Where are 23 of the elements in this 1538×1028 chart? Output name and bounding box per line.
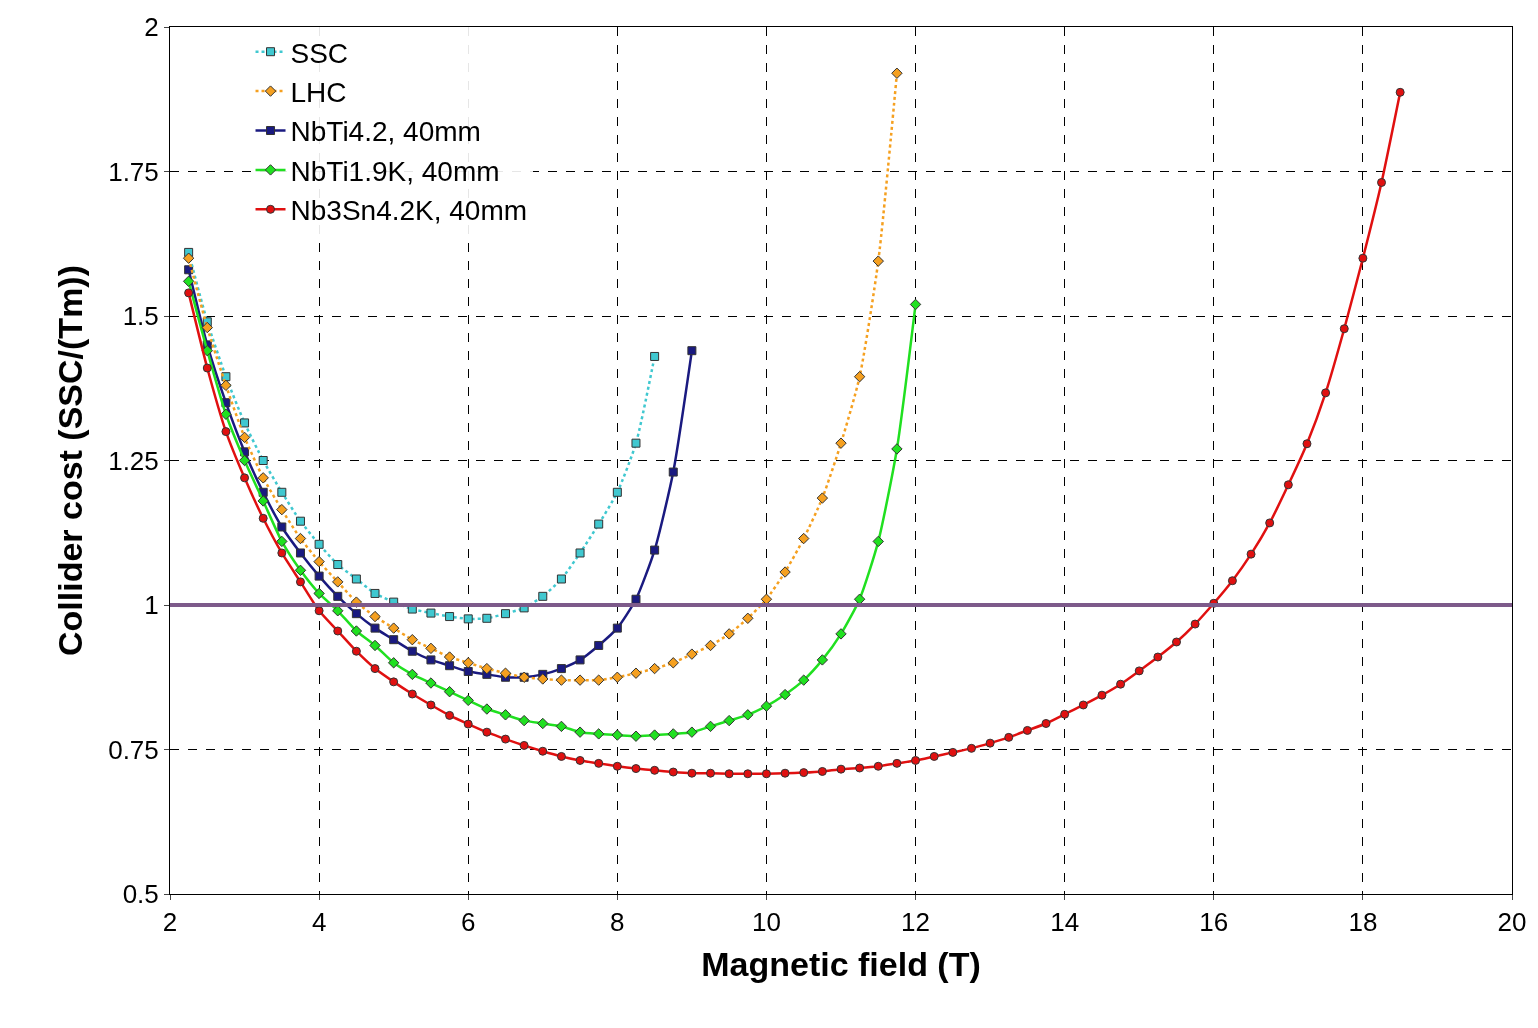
y-tick-label: 1.5 bbox=[122, 301, 159, 332]
x-axis-title: Magnetic field (T) bbox=[701, 944, 981, 983]
x-tick-label: 4 bbox=[311, 907, 327, 938]
y-axis-title: Collider cost (SSC/(Tm)) bbox=[50, 264, 89, 657]
y-tick-label: 0.5 bbox=[122, 879, 159, 910]
x-tick-label: 8 bbox=[610, 907, 625, 938]
y-tick-label: 1 bbox=[144, 590, 159, 621]
y-tick-label: 1.25 bbox=[108, 445, 159, 476]
x-tick-label: 10 bbox=[751, 907, 781, 938]
legend-label: Nb3Sn4.2K, 40mm bbox=[290, 195, 528, 227]
y-tick-label: 2 bbox=[144, 12, 159, 43]
legend-label: SSC bbox=[290, 37, 349, 69]
x-tick-label: 6 bbox=[460, 907, 476, 938]
y-tick-label: 0.75 bbox=[108, 734, 159, 765]
x-tick-label: 12 bbox=[901, 907, 931, 938]
legend-label: NbTi4.2, 40mm bbox=[290, 116, 481, 148]
x-tick-label: 14 bbox=[1050, 907, 1080, 938]
legend-label: NbTi1.9K, 40mm bbox=[290, 155, 500, 187]
x-tick-label: 16 bbox=[1199, 907, 1229, 938]
x-tick-label: 20 bbox=[1497, 907, 1527, 938]
x-tick-label: 18 bbox=[1348, 907, 1378, 938]
legend-label: LHC bbox=[290, 77, 347, 109]
y-tick-label: 1.75 bbox=[108, 156, 159, 187]
